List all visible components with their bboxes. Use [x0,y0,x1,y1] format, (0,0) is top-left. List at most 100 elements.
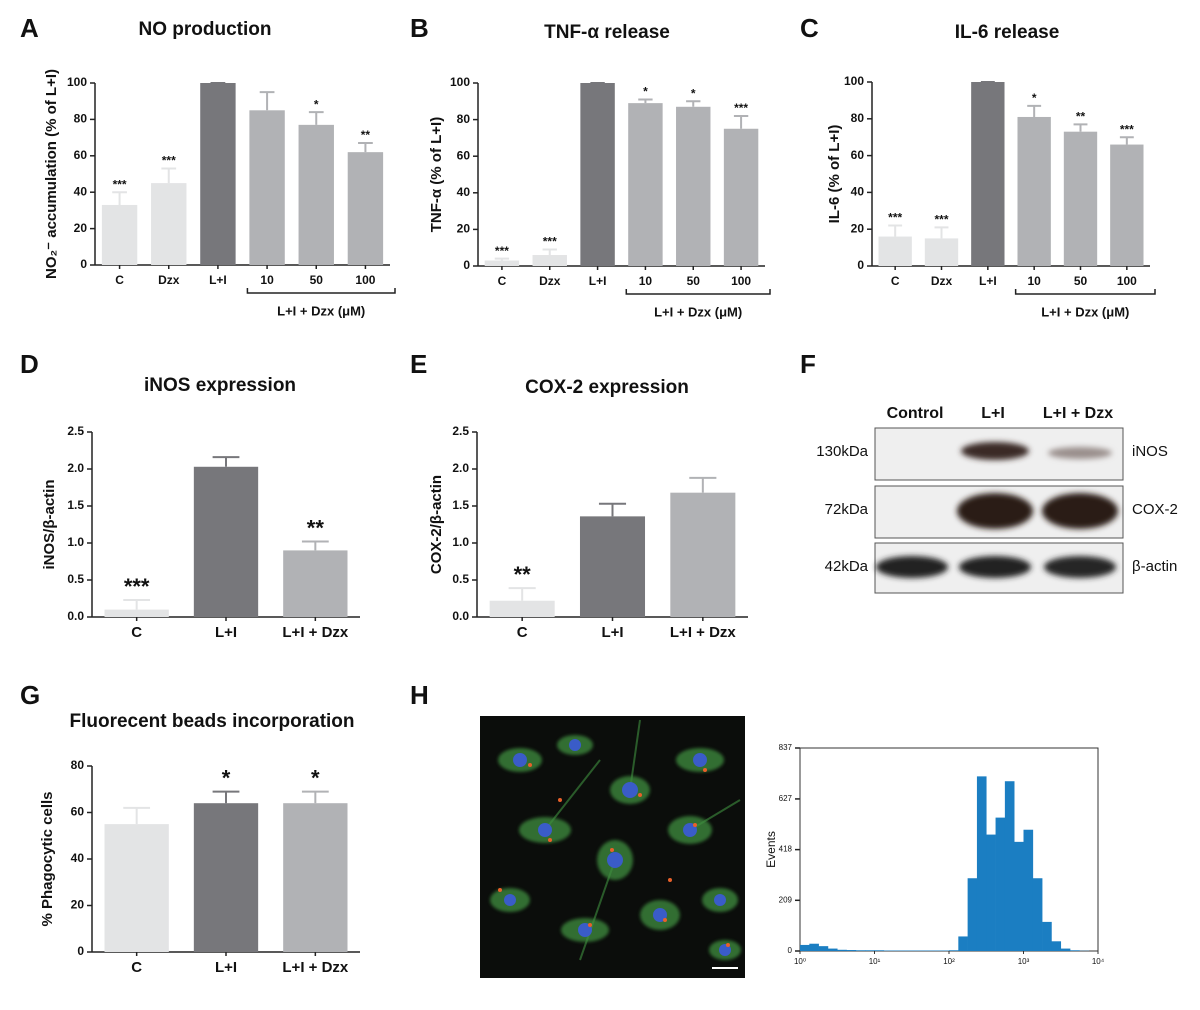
error-bar [494,257,510,261]
x-tick-label: C [115,273,124,287]
y-tick-label: 20 [74,221,88,235]
bar [676,106,711,266]
y-tick-label: 0.5 [452,572,469,586]
significance: ** [514,562,532,587]
x-tick-label: 10 [260,273,274,287]
bar [924,238,959,266]
panel-label: E [410,349,427,379]
histogram-bar [1042,921,1052,951]
y-tick-label: 40 [851,185,865,199]
significance: *** [113,177,127,191]
bar [1063,131,1098,266]
panel-label: A [20,13,39,43]
histogram-bar [976,776,987,951]
x-tick-label: 10³ [1018,957,1030,966]
histogram-bar [837,949,847,951]
x-tick-label: 10¹ [869,957,881,966]
chart-title: TNF-α release [544,22,670,43]
bar [484,260,520,266]
histogram-bar [958,936,968,951]
y-tick-label: 20 [851,221,865,235]
histogram-bar [1023,829,1034,951]
band [876,556,948,578]
histogram-bar [874,950,885,951]
group-label: L+I + Dzx (μM) [1041,304,1129,319]
y-tick-label: 80 [457,112,471,126]
x-tick-label: 10⁰ [794,957,806,966]
y-axis-label: IL-6 (% of L+I) [826,125,843,224]
histogram-bar [865,950,875,951]
error-bar [301,790,329,804]
y-tick-label: 2.5 [452,424,469,438]
protein-label: COX-2 [1132,501,1178,518]
x-tick-label: C [517,624,528,641]
bar [104,609,169,617]
y-tick-label: 1.0 [452,535,469,549]
error-bar [212,456,240,467]
histogram-bar [818,946,829,951]
mw-label: 42kDa [825,558,869,575]
error-bar [112,191,127,205]
protein-label: β-actin [1132,558,1177,575]
significance: *** [888,211,902,225]
chart-title: NO production [139,19,272,40]
significance: *** [495,244,509,258]
y-tick-label: 837 [779,743,793,752]
x-tick-label: 10 [1027,274,1041,288]
significance: *** [543,235,557,249]
bar [971,82,1005,266]
panel-label: D [20,349,39,379]
x-tick-label: L+I [215,624,237,641]
histogram-bar [1070,950,1080,951]
y-tick-label: 100 [844,74,864,88]
y-tick-label: 80 [851,111,865,125]
y-tick-label: 209 [779,895,793,904]
bar [104,824,169,952]
error-bar [733,114,749,129]
bar [200,83,236,265]
western-blot: F Control L+I L+I + Dzx 130kDa 72kDa 42k… [800,349,1178,594]
mw-label: 72kDa [825,501,869,518]
x-tick-label: Dzx [539,274,561,288]
error-bar [1073,123,1088,132]
error-bar [1119,136,1134,145]
y-tick-label: 418 [779,845,793,854]
significance: * [311,765,320,790]
group-bracket [1014,289,1156,295]
y-tick-label: 0 [857,258,864,272]
y-tick-label: 0.0 [67,609,84,623]
protein-label: iNOS [1132,443,1168,460]
significance: ** [1076,109,1086,123]
y-tick-label: 60 [74,148,88,162]
x-tick-label: L+I [589,274,607,288]
error-bar [689,476,717,493]
histogram-bar [855,950,866,951]
significance: * [691,86,696,100]
error-bar [123,598,151,610]
y-tick-label: 20 [457,222,471,236]
y-tick-label: 2.0 [452,461,469,475]
x-tick-label: L+I + Dzx [282,624,349,641]
bar [193,803,259,952]
y-tick-label: 0 [77,944,84,958]
x-tick-label: C [131,624,142,641]
significance: *** [1120,122,1134,136]
microscopy-image [480,716,745,978]
chart-title: iNOS expression [144,375,296,396]
histogram-bar [995,817,1006,951]
bar [580,83,615,266]
y-tick-label: 60 [71,805,85,819]
bar [878,236,912,266]
band [1042,493,1118,529]
histogram-bar [846,950,857,951]
y-tick-label: 0 [80,257,87,271]
error-bar [542,248,557,256]
bar [670,492,736,617]
x-tick-label: 100 [355,273,375,287]
x-tick-label: L+I [601,624,623,641]
chart-title: Fluorecent beads incorporation [69,711,354,732]
histogram-bar [1051,941,1062,951]
y-tick-label: 60 [851,148,865,162]
error-bar [888,224,903,237]
